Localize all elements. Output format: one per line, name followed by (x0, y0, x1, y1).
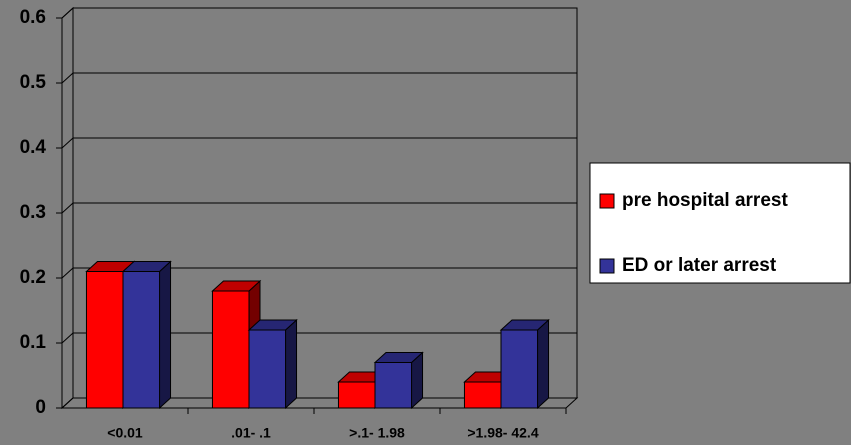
bar-side (285, 318, 298, 410)
bar (337, 381, 376, 409)
bar (248, 329, 287, 409)
x-tick-label: <0.01 (107, 425, 143, 441)
legend-label: ED or later arrest (622, 255, 777, 276)
bar-side (537, 318, 550, 410)
grid-line-side (61, 202, 74, 214)
y-tick-label: 0.5 (20, 72, 47, 93)
grid-line-side (61, 137, 74, 149)
legend: pre hospital arrest ED or later arrest (589, 162, 851, 284)
legend-swatch (599, 258, 615, 274)
bar (374, 362, 413, 409)
y-tick-label: 0.6 (20, 7, 46, 28)
bar (463, 381, 502, 409)
grid-line-side (61, 397, 74, 409)
bar-side (159, 260, 172, 410)
legend-swatch (599, 193, 615, 209)
x-tick-label: .01- .1 (231, 425, 271, 441)
y-tick-label: 0 (35, 397, 46, 418)
y-tick-label: 0.2 (20, 267, 46, 288)
grid-line-side (61, 332, 74, 344)
grid-line-side (61, 7, 74, 19)
x-tick-label: >1.98- 42.4 (467, 425, 538, 441)
bar (122, 271, 161, 409)
legend-box (589, 162, 851, 284)
bar (85, 271, 124, 409)
y-tick-label: 0.3 (20, 202, 46, 223)
y-tick-label: 0.1 (20, 332, 47, 353)
grid-line-side (61, 72, 74, 84)
grid-line-side (61, 267, 74, 279)
y-tick-label: 0.4 (20, 137, 47, 158)
bar (500, 329, 539, 409)
x-tick-label: >.1- 1.98 (349, 425, 405, 441)
legend-label: pre hospital arrest (622, 190, 788, 211)
bar (211, 290, 250, 409)
